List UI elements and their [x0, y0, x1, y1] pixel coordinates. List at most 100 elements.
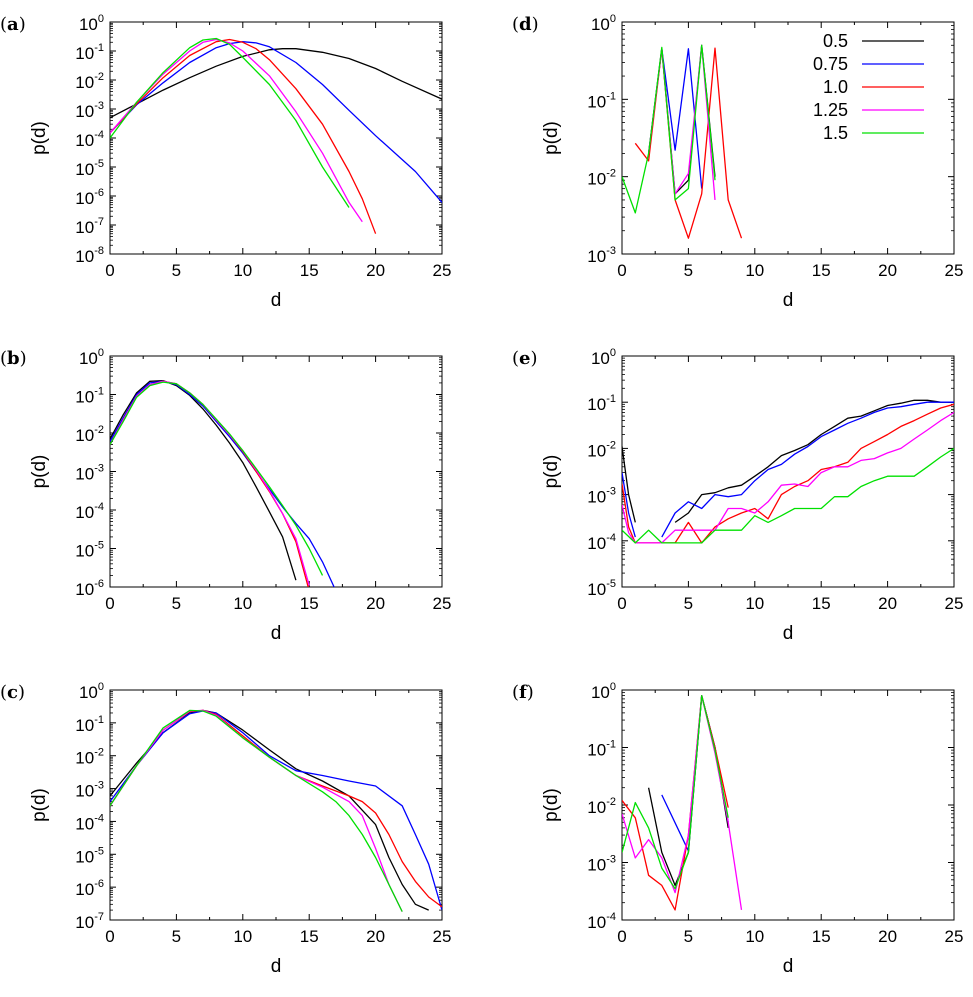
panel-label: (a) [0, 14, 26, 35]
y-tick-base: 10 [75, 388, 94, 407]
panel-letter: e [519, 348, 530, 369]
y-tick-exponent: -5 [94, 540, 104, 552]
y-tick-base: 10 [75, 716, 94, 735]
y-tick-base: 10 [75, 73, 94, 92]
x-tick-label: 0 [105, 261, 114, 280]
y-tick-base: 10 [75, 426, 94, 445]
plot-frame [109, 21, 443, 255]
y-tick-label: 10-5 [75, 158, 104, 179]
y-tick-exponent: -4 [94, 129, 104, 141]
y-tick-label: 10-1 [587, 739, 616, 760]
y-tick-label: 10-4 [587, 532, 616, 553]
y-tick-base: 10 [75, 847, 94, 866]
series-line-1.25 [622, 411, 954, 544]
legend-label: 0.75 [813, 54, 848, 74]
x-tick-label: 15 [812, 594, 831, 613]
x-tick-label: 25 [945, 594, 964, 613]
y-tick-base: 10 [587, 741, 606, 760]
series-line-1.0 [110, 709, 442, 908]
x-axis-label: d [783, 623, 794, 644]
x-tick-label: 0 [617, 261, 626, 280]
series-line-0.5 [647, 44, 716, 195]
y-tick-exponent: -3 [94, 100, 104, 112]
y-tick-exponent: -6 [94, 578, 104, 590]
y-tick-label: 100 [591, 13, 616, 34]
x-tick-label: 10 [745, 594, 764, 613]
series-line-0.75 [661, 401, 954, 538]
y-tick-base: 10 [75, 503, 94, 522]
y-tick-exponent: -6 [94, 878, 104, 890]
x-tick-label: 20 [878, 594, 897, 613]
x-axis-label: d [783, 956, 794, 977]
y-tick-label: 10-4 [75, 501, 104, 522]
y-tick-base: 10 [75, 44, 94, 63]
y-tick-base: 10 [75, 465, 94, 484]
y-tick-exponent: -7 [94, 216, 104, 228]
y-tick-base: 10 [75, 189, 94, 208]
y-tick-base: 10 [75, 218, 94, 237]
series-line-1.0 [110, 38, 377, 234]
y-tick-base: 10 [75, 880, 94, 899]
y-tick-base: 10 [587, 488, 606, 507]
x-tick-label: 0 [105, 927, 114, 946]
x-tick-label: 15 [812, 927, 831, 946]
x-tick-label: 25 [433, 927, 452, 946]
y-tick-base: 10 [587, 798, 606, 817]
y-axis-label: p(d) [29, 455, 50, 489]
panel-letter: c [7, 682, 18, 703]
y-tick-label: 10-5 [75, 540, 104, 561]
x-tick-label: 5 [684, 261, 693, 280]
y-tick-exponent: -8 [94, 245, 104, 257]
panel-label: (e) [512, 348, 538, 369]
y-tick-base: 10 [587, 170, 606, 189]
y-tick-base: 10 [587, 247, 606, 266]
y-tick-base: 10 [591, 15, 610, 34]
series-line-0.5 [110, 48, 442, 119]
y-tick-label: 10-2 [75, 71, 104, 92]
y-tick-label: 100 [79, 13, 104, 34]
y-tick-label: 10-7 [75, 911, 104, 932]
y-tick-base: 10 [75, 814, 94, 833]
x-tick-label: 5 [684, 927, 693, 946]
y-tick-base: 10 [79, 15, 98, 34]
y-tick-label: 10-2 [75, 747, 104, 768]
chart-panel-d: 0 5 10 15 20 2510-310-210-1100dp(d)(d)0.50.75… [512, 13, 963, 311]
panel-label: (b) [0, 348, 27, 369]
y-axis-label: p(d) [29, 121, 50, 155]
y-tick-label: 10-1 [587, 393, 616, 414]
series-line-1.0 [622, 694, 729, 911]
chart-panel-a: 0 5 10 15 20 2510-810-710-610-510-410-310-210… [0, 13, 451, 311]
y-tick-label: 10-2 [587, 796, 616, 817]
x-tick-label: 25 [945, 927, 964, 946]
y-tick-exponent: -5 [94, 158, 104, 170]
panel-label: (f) [512, 682, 534, 703]
y-tick-base: 10 [75, 102, 94, 121]
x-tick-label: 20 [366, 927, 385, 946]
y-tick-base: 10 [587, 856, 606, 875]
y-tick-base: 10 [591, 683, 610, 702]
y-tick-exponent: -2 [94, 71, 104, 83]
y-tick-exponent: -1 [94, 714, 104, 726]
chart-panel-e: 0 5 10 15 20 2510-510-410-310-210-1100dp(d)(e… [512, 347, 963, 644]
y-tick-base: 10 [591, 349, 610, 368]
x-tick-label: 15 [812, 261, 831, 280]
y-tick-base: 10 [75, 749, 94, 768]
x-tick-label: 20 [366, 594, 385, 613]
y-tick-base: 10 [75, 580, 94, 599]
y-tick-exponent: -2 [606, 168, 616, 180]
y-tick-exponent: 0 [610, 347, 616, 359]
y-tick-label: 10-5 [75, 845, 104, 866]
y-tick-label: 10-2 [587, 439, 616, 460]
y-tick-label: 10-1 [587, 90, 616, 111]
y-tick-label: 10-5 [587, 578, 616, 599]
y-tick-base: 10 [75, 782, 94, 801]
y-tick-exponent: -4 [94, 812, 104, 824]
x-tick-label: 10 [745, 927, 764, 946]
y-tick-exponent: -4 [606, 532, 616, 544]
series-line-0.75 [110, 380, 335, 587]
series-group [622, 694, 743, 911]
series-group [622, 399, 954, 544]
x-tick-label: 10 [233, 594, 252, 613]
y-tick-label: 10-8 [75, 245, 104, 266]
